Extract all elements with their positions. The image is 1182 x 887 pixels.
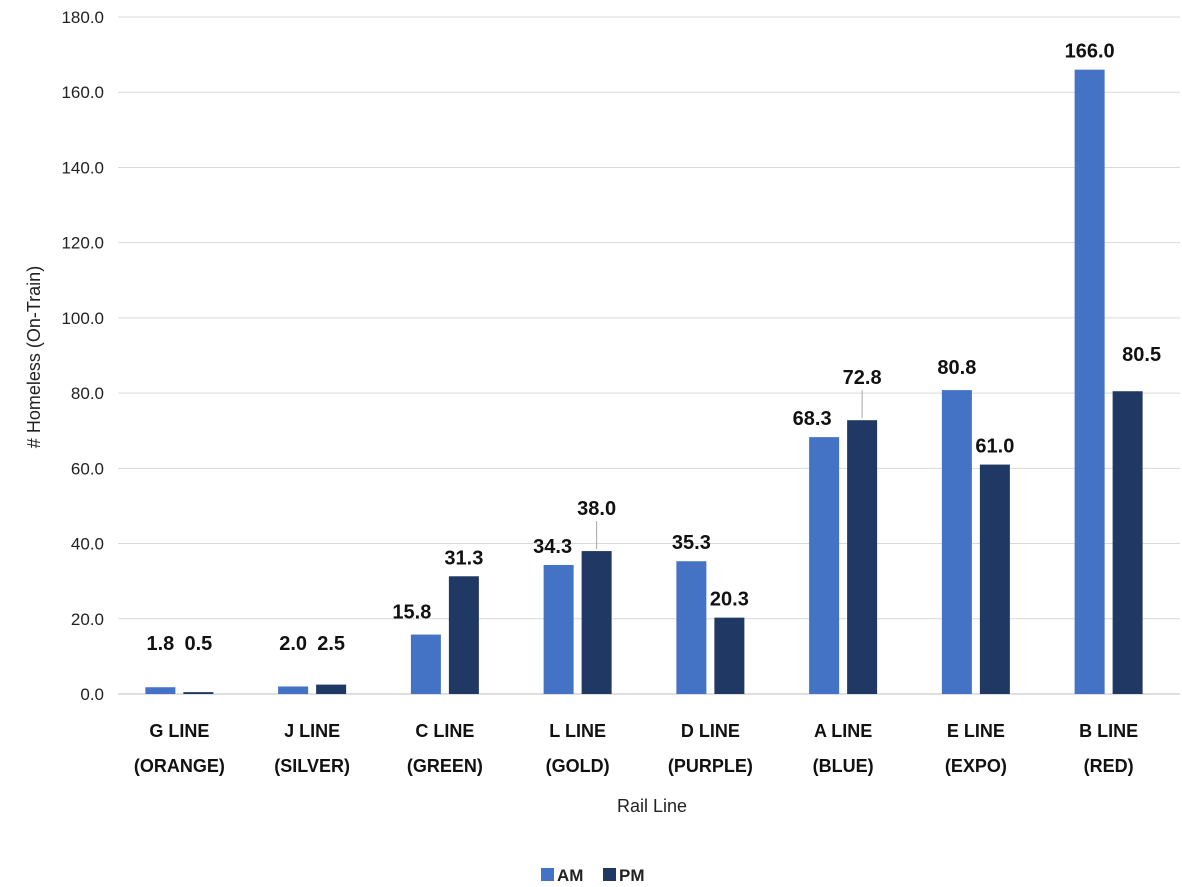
bar-am <box>410 634 441 694</box>
x-category-line: A LINE <box>814 721 872 741</box>
y-tick-label: 60.0 <box>71 459 104 478</box>
data-label-pm: 20.3 <box>710 589 749 611</box>
bar-am <box>941 390 972 694</box>
y-tick-label: 100.0 <box>61 309 104 328</box>
legend-swatch-pm <box>603 868 616 881</box>
bar-am <box>809 437 840 694</box>
x-axis-categories: G LINE (ORANGE) J LINE (SILVER) C LINE (GREEN… <box>134 721 1138 776</box>
x-category-line: B LINE <box>1079 721 1138 741</box>
x-category-line: J LINE <box>284 721 340 741</box>
x-category-color: (BLUE) <box>813 756 874 776</box>
data-label-am: 80.8 <box>937 357 976 379</box>
bar-pm <box>847 420 878 694</box>
bar-pm <box>979 464 1010 694</box>
x-category-line: E LINE <box>947 721 1005 741</box>
legend-swatch-am <box>541 868 554 881</box>
y-tick-label: 40.0 <box>71 535 104 554</box>
bar-pm <box>581 551 612 694</box>
data-labels: 1.8 0.5 2.0 2.5 15.8 31.3 34.338.0 35.3 20.3 68.3… <box>146 41 1161 656</box>
bar-pm <box>714 617 745 694</box>
x-category-line: G LINE <box>149 721 209 741</box>
y-tick-label: 20.0 <box>71 610 104 629</box>
bar-pm <box>316 684 347 694</box>
data-label-pm: 0.5 <box>184 633 212 655</box>
bar-pm <box>183 692 214 694</box>
y-axis-title: # Homeless (On-Train) <box>24 266 44 448</box>
x-axis-title: Rail Line <box>617 796 687 816</box>
bar-pm <box>1112 391 1143 694</box>
data-label-pm: 80.5 <box>1122 344 1161 366</box>
data-label-am: 1.8 <box>146 633 174 655</box>
x-category-color: (RED) <box>1084 756 1134 776</box>
legend: AM PM <box>541 866 645 885</box>
x-category-line: C LINE <box>415 721 474 741</box>
x-category-line: D LINE <box>681 721 740 741</box>
data-label-am: 34.3 <box>533 536 572 558</box>
bar-am <box>145 687 176 694</box>
legend-label-am: AM <box>557 866 583 885</box>
y-tick-label: 140.0 <box>61 158 104 177</box>
data-label-am: 2.0 <box>279 633 307 655</box>
x-category-color: (PURPLE) <box>668 756 753 776</box>
data-label-am: 68.3 <box>793 408 832 430</box>
y-tick-label: 160.0 <box>61 83 104 102</box>
data-label-pm: 61.0 <box>975 436 1014 458</box>
y-tick-label: 180.0 <box>61 8 104 27</box>
bar-am <box>676 561 707 694</box>
x-category-color: (ORANGE) <box>134 756 225 776</box>
gridlines <box>118 16 1180 695</box>
bar-am <box>278 686 309 694</box>
data-label-pm: 72.8 <box>843 367 882 389</box>
x-category-color: (SILVER) <box>274 756 350 776</box>
bars <box>145 69 1143 694</box>
bar-pm <box>448 576 479 694</box>
data-label-pm: 38.0 <box>577 498 616 520</box>
data-label-am: 15.8 <box>392 602 431 624</box>
x-category-color: (GOLD) <box>546 756 610 776</box>
bar-am <box>543 564 574 694</box>
data-label-pm: 31.3 <box>444 547 483 569</box>
data-label-pm: 2.5 <box>317 633 345 655</box>
y-tick-label: 0.0 <box>80 685 104 704</box>
y-tick-label: 80.0 <box>71 384 104 403</box>
data-label-am: 166.0 <box>1065 41 1115 63</box>
y-axis-ticks: 0.0 20.0 40.0 60.0 80.0 100.0 120.0 140.0 160.0 1… <box>61 8 104 704</box>
x-category-line: L LINE <box>549 721 606 741</box>
x-category-color: (EXPO) <box>945 756 1007 776</box>
legend-label-pm: PM <box>619 866 645 885</box>
x-category-color: (GREEN) <box>407 756 483 776</box>
y-tick-label: 120.0 <box>61 234 104 253</box>
data-label-am: 35.3 <box>672 532 711 554</box>
bar-am <box>1074 69 1105 694</box>
